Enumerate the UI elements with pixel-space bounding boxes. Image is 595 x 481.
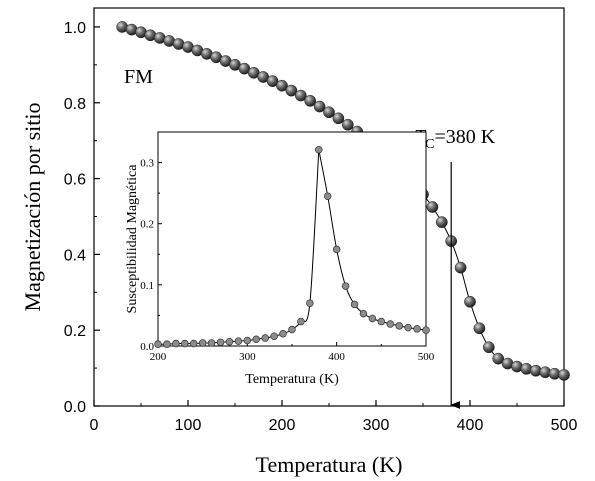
inset-data-point (332, 245, 341, 254)
main-y-tick-label: 0.6 (64, 172, 86, 189)
inset-data-point (243, 336, 252, 345)
main-data-point (435, 216, 448, 229)
inset-data-point (198, 339, 207, 347)
inset-data-point (359, 309, 368, 318)
main-data-point (276, 79, 288, 92)
inset-data-point (404, 323, 412, 332)
main-data-point (285, 84, 298, 97)
main-data-point (558, 369, 570, 381)
inset-data-point (270, 332, 278, 340)
inset-data-point (172, 339, 180, 348)
main-data-point (323, 106, 335, 119)
inset-data-point (279, 330, 287, 338)
main-y-tick-label: 0.4 (64, 247, 86, 264)
inset-data-point (216, 338, 225, 347)
inset-y-tick-label: 0.1 (140, 280, 154, 292)
inset-x-axis-title: Temperatura (K) (245, 372, 339, 387)
inset-data-point (225, 337, 234, 346)
inset-data-point (297, 317, 305, 326)
inset-data-point (341, 282, 350, 290)
main-data-point (426, 201, 439, 213)
main-y-tick-label: 1.0 (64, 20, 86, 37)
inset-data-point (288, 325, 296, 334)
main-data-point (304, 95, 317, 107)
inset-data-point (252, 335, 261, 344)
tc-value: =380 K (434, 126, 495, 148)
inset-background (158, 132, 426, 346)
inset-data-points (154, 145, 430, 348)
main-data-point (332, 112, 345, 125)
main-data-point (341, 118, 354, 131)
inset-data-point (207, 339, 216, 347)
inset-data-point (395, 322, 403, 330)
inset-data-point (154, 340, 162, 348)
inset-data-point (422, 326, 430, 334)
inset-data-point (368, 314, 377, 323)
inset-x-tick-label: 400 (328, 351, 345, 363)
inset-x-tick-label: 200 (150, 351, 167, 363)
inset-data-point (163, 340, 171, 348)
main-y-tick-label: 0.2 (64, 323, 86, 340)
inset-data-point (189, 339, 198, 348)
main-x-axis-title: Temperatura (K) (256, 452, 403, 477)
main-data-point (464, 295, 476, 308)
main-data-point (492, 352, 505, 365)
main-x-tick-label: 500 (551, 417, 578, 434)
main-x-tick-label: 400 (457, 417, 484, 434)
inset-data-point (413, 325, 421, 333)
main-data-point (313, 100, 326, 113)
inset-data-point (306, 299, 314, 307)
main-data-point (473, 322, 486, 335)
main-x-tick-label: 0 (90, 417, 99, 434)
main-data-point (482, 341, 495, 354)
inset-x-tick-label: 500 (418, 351, 435, 363)
main-axis-ticks: 0 100 200 300 400 500 0.0 0.2 0.4 0.6 0.8 1.0 (64, 20, 578, 434)
main-y-tick-label: 0.0 (64, 399, 86, 416)
main-y-axis-title: Magnetización por sitio (20, 103, 45, 312)
inset-y-tick-label: 0.2 (140, 219, 154, 231)
main-data-point (266, 75, 279, 88)
tc-subscript: C (425, 137, 434, 152)
inset-y-tick-label: 0.0 (140, 341, 154, 353)
main-x-tick-label: 100 (175, 417, 202, 434)
inset-x-tick-label: 300 (239, 351, 256, 363)
inset-data-point (350, 300, 359, 309)
phase-label-fm: FM (124, 66, 153, 88)
main-data-point (294, 89, 307, 102)
main-x-tick-label: 300 (363, 417, 390, 434)
inset-data-point (386, 320, 395, 328)
inset-data-point (323, 192, 332, 200)
inset-data-point (234, 337, 243, 345)
inset-y-tick-label: 0.3 (140, 158, 154, 170)
inset-data-point (261, 334, 269, 342)
main-y-tick-label: 0.8 (64, 96, 86, 113)
inset-data-point (315, 145, 323, 154)
main-data-point (454, 261, 467, 274)
inset-y-axis-title: Susceptibilidad Magnética (125, 164, 140, 314)
main-x-tick-label: 200 (269, 417, 296, 434)
inset-data-point (377, 317, 386, 326)
inset-data-point (181, 339, 189, 348)
